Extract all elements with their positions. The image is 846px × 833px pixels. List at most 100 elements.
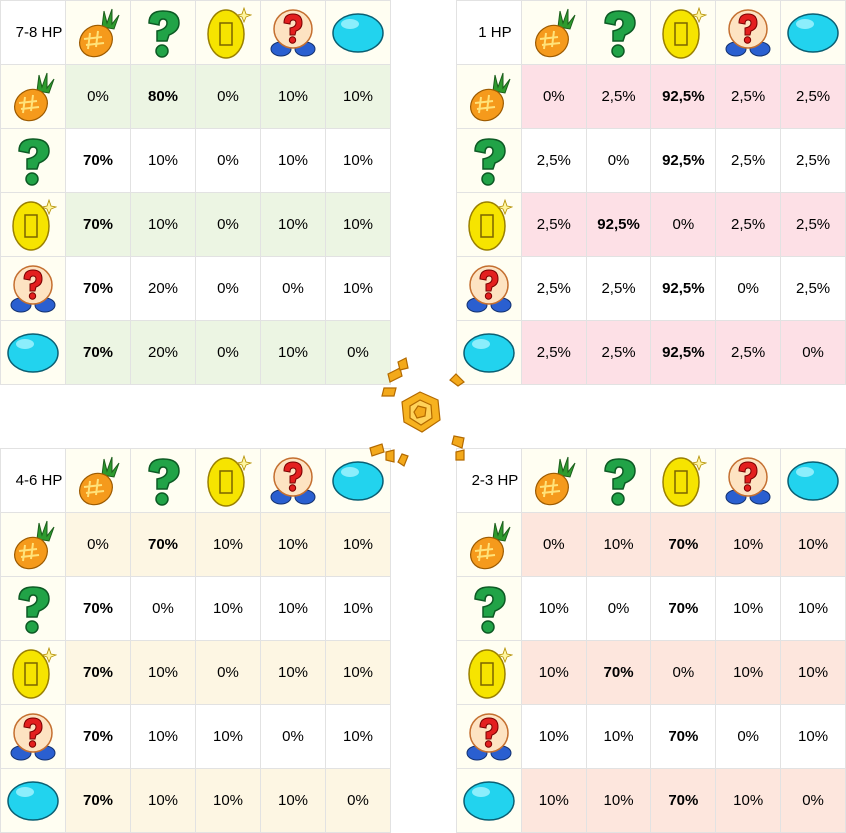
table-2-3-hp: 2-3 HP (456, 448, 846, 833)
water-orb-icon (780, 448, 846, 513)
table-row: 2,5% 92,5% 0% 2,5% 2,5% (456, 192, 846, 257)
probability-cell: 10% (195, 704, 261, 769)
table-row: 70% 0% 10% 10% 10% (0, 576, 391, 641)
probability-cell: 70% (65, 192, 131, 257)
water-orb-icon (780, 0, 846, 65)
mushroom-icon (0, 704, 66, 769)
probability-cell: 0% (715, 704, 782, 769)
table-7-8-hp: 7-8 HP (0, 0, 391, 385)
probability-cell: 2,5% (780, 128, 846, 193)
probability-cell: 2,5% (520, 320, 587, 385)
probability-cell: 0% (260, 704, 326, 769)
probability-cell: 2,5% (780, 64, 846, 129)
probability-cell: 10% (325, 512, 391, 577)
probability-cell: 2,5% (520, 192, 587, 257)
probability-cell: 92,5% (650, 256, 717, 321)
probability-cell: 0% (260, 256, 326, 321)
probability-cell: 10% (325, 64, 391, 129)
table-row: 2,5% 0% 92,5% 2,5% 2,5% (456, 128, 846, 193)
probability-cell: 0% (130, 576, 196, 641)
probability-cell: 10% (260, 640, 326, 705)
table-row: 70% 10% 0% 10% 10% (0, 128, 391, 193)
coin-icon (650, 448, 717, 513)
question-mark-icon (585, 448, 652, 513)
probability-cell: 10% (195, 576, 261, 641)
probability-cell: 0% (325, 320, 391, 385)
probability-cell: 10% (325, 704, 391, 769)
probability-cell: 0% (325, 768, 391, 833)
probability-cell: 10% (260, 512, 326, 577)
probability-cell: 10% (260, 128, 326, 193)
probability-cell: 0% (650, 192, 717, 257)
probability-cell: 10% (325, 128, 391, 193)
pineapple-icon (0, 64, 66, 129)
probability-cell: 10% (325, 576, 391, 641)
probability-cell: 10% (130, 128, 196, 193)
water-orb-icon (325, 448, 391, 513)
mushroom-icon (715, 448, 782, 513)
probability-cell: 10% (325, 192, 391, 257)
probability-cell: 10% (195, 512, 261, 577)
probability-cell: 2,5% (715, 64, 782, 129)
pineapple-icon (456, 512, 522, 577)
probability-cell: 10% (585, 512, 652, 577)
probability-cell: 70% (65, 768, 131, 833)
probability-cell: 0% (195, 64, 261, 129)
probability-cell: 0% (65, 64, 131, 129)
mushroom-icon (260, 448, 326, 513)
mushroom-icon (0, 256, 66, 321)
probability-cell: 10% (715, 576, 782, 641)
probability-cell: 0% (195, 128, 261, 193)
table-row: 70% 10% 0% 10% 10% (0, 640, 391, 705)
probability-cell: 0% (650, 640, 717, 705)
question-mark-icon (456, 128, 522, 193)
probability-cell: 92,5% (650, 320, 717, 385)
table-row: 70% 20% 0% 10% 0% (0, 320, 391, 385)
pineapple-icon (65, 0, 131, 65)
hp-label: 7-8 HP (0, 0, 66, 65)
table-1-hp: 1 HP 0% (456, 0, 846, 385)
probability-cell: 0% (520, 64, 587, 129)
table-row: 10% 10% 70% 0% 10% (456, 704, 846, 769)
probability-cell: 2,5% (715, 128, 782, 193)
coin-icon (0, 640, 66, 705)
pineapple-icon (65, 448, 131, 513)
question-mark-icon (130, 448, 196, 513)
probability-cell: 0% (195, 640, 261, 705)
table-row: 0% 80% 0% 10% 10% (0, 64, 391, 129)
probability-cell: 10% (780, 704, 846, 769)
probability-cell: 20% (130, 256, 196, 321)
probability-cell: 0% (195, 320, 261, 385)
table-row: 0% 2,5% 92,5% 2,5% 2,5% (456, 64, 846, 129)
question-mark-icon (0, 128, 66, 193)
probability-cell: 70% (65, 704, 131, 769)
question-mark-icon (585, 0, 652, 65)
probability-cell: 0% (65, 512, 131, 577)
question-mark-icon (130, 0, 196, 65)
probability-cell: 0% (585, 128, 652, 193)
probability-cell: 10% (325, 256, 391, 321)
probability-cell: 10% (715, 512, 782, 577)
probability-cell: 2,5% (585, 64, 652, 129)
probability-cell: 70% (585, 640, 652, 705)
probability-cell: 70% (65, 320, 131, 385)
water-orb-icon (0, 320, 66, 385)
probability-cell: 10% (325, 640, 391, 705)
mushroom-icon (456, 704, 522, 769)
probability-cell: 10% (260, 192, 326, 257)
hp-label: 1 HP (456, 0, 522, 65)
probability-cell: 0% (520, 512, 587, 577)
probability-cell: 2,5% (715, 320, 782, 385)
coin-icon (456, 640, 522, 705)
probability-cell: 0% (780, 768, 846, 833)
probability-cell: 92,5% (650, 64, 717, 129)
pineapple-icon (520, 448, 587, 513)
water-orb-icon (456, 320, 522, 385)
probability-cell: 2,5% (520, 128, 587, 193)
probability-cell: 70% (650, 576, 717, 641)
probability-cell: 70% (65, 576, 131, 641)
coin-icon (195, 0, 261, 65)
probability-cell: 0% (195, 192, 261, 257)
probability-cell: 10% (520, 768, 587, 833)
probability-cell: 2,5% (715, 192, 782, 257)
